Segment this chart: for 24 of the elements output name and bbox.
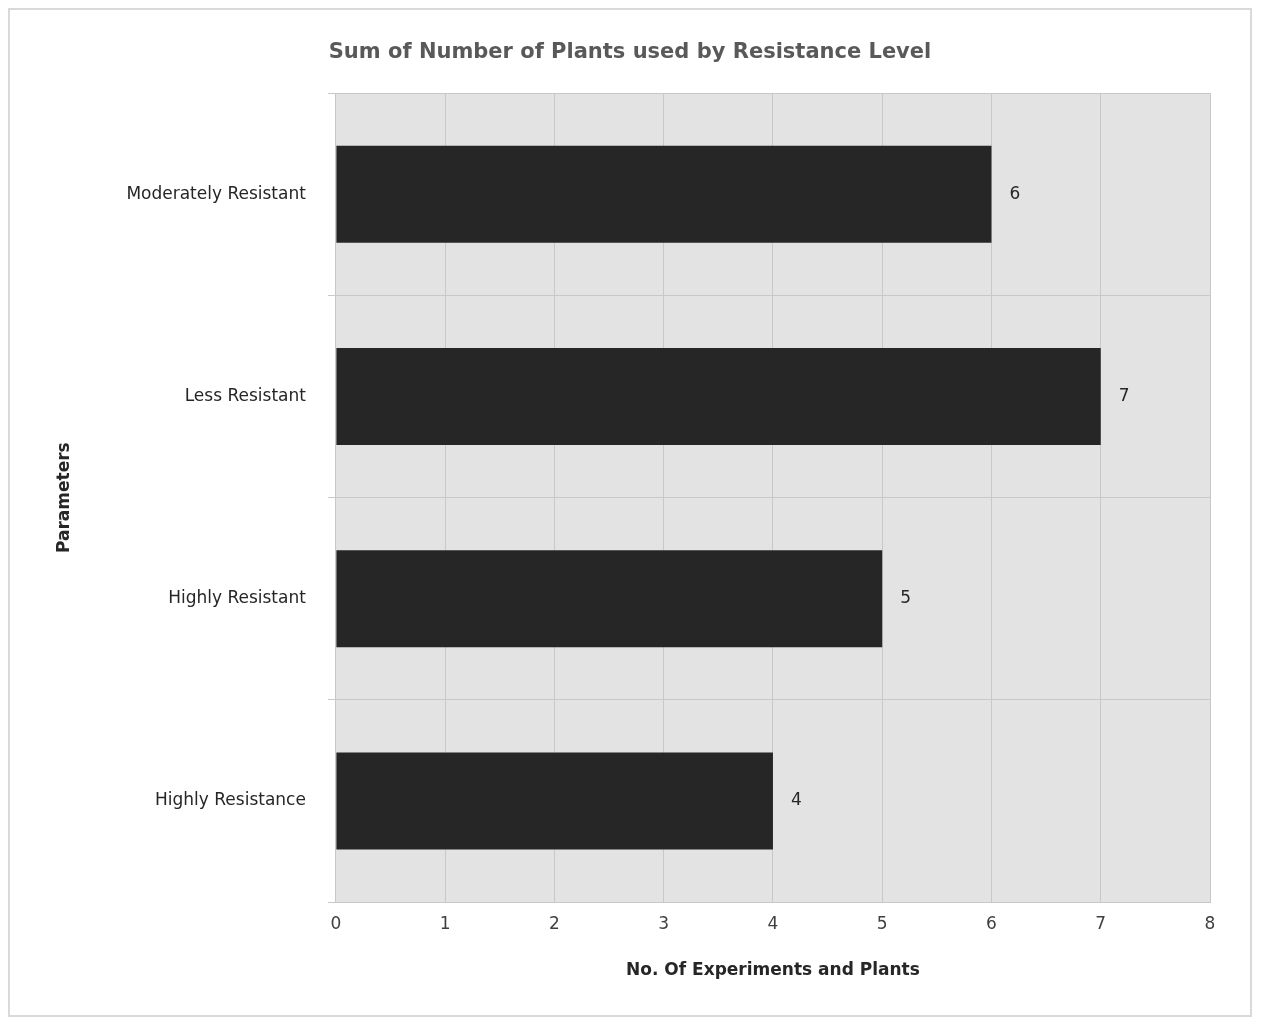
y-tick-label: Highly Resistance xyxy=(155,789,306,810)
y-tick-label: Moderately Resistant xyxy=(126,182,307,203)
x-tick-label: 7 xyxy=(1095,912,1107,933)
chart-title: Sum of Number of Plants used by Resistance Level xyxy=(328,39,932,64)
x-tick-label: 6 xyxy=(986,912,997,933)
bar xyxy=(336,348,1101,446)
bar xyxy=(336,752,773,850)
x-tick-label: 2 xyxy=(549,912,560,933)
x-tick-label: 5 xyxy=(876,912,888,933)
bar xyxy=(336,145,992,243)
x-tick-label: 4 xyxy=(767,912,779,933)
x-tick-label: 0 xyxy=(330,912,342,933)
data-label: 7 xyxy=(1118,385,1130,405)
x-axis-title: No. Of Experiments and Plants xyxy=(626,959,920,980)
bar xyxy=(336,550,883,648)
data-label: 4 xyxy=(790,789,802,810)
data-label: 5 xyxy=(900,587,912,608)
x-tick-label: 8 xyxy=(1204,912,1216,933)
x-tick-label: 1 xyxy=(439,912,451,933)
y-tick-label: Less Resistant xyxy=(184,385,307,405)
y-tick-label: Highly Resistant xyxy=(168,587,307,608)
data-label: 6 xyxy=(1009,182,1021,203)
y-axis-title: Parameters xyxy=(52,442,73,554)
x-tick-label: 3 xyxy=(658,912,670,933)
